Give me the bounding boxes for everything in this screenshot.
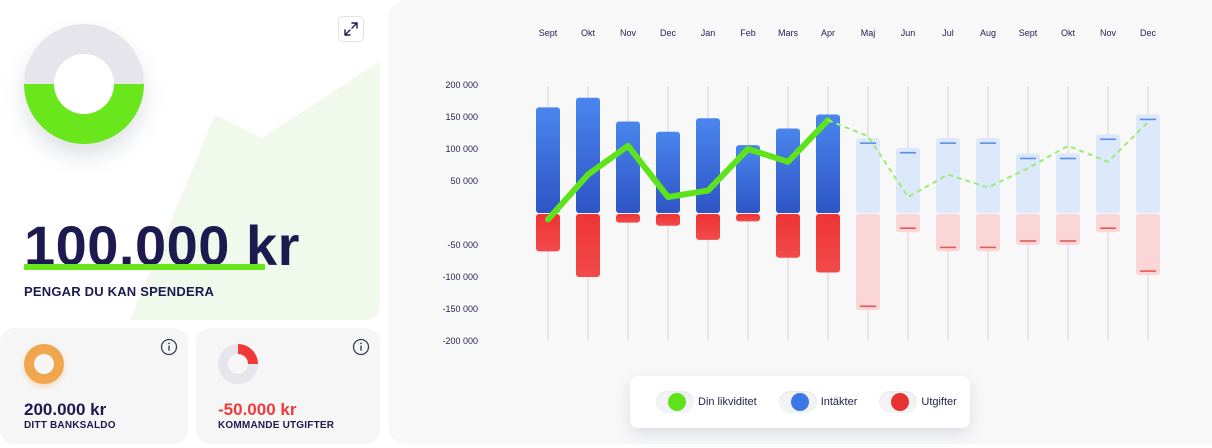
legend-dot-liquidity (668, 393, 686, 411)
bank-balance-ring (24, 344, 64, 384)
upcoming-expenses-value: -50.000 kr (218, 400, 297, 419)
income-bar[interactable] (816, 114, 840, 213)
expense-forecast-bar[interactable] (976, 214, 1000, 252)
expense-forecast-bar[interactable] (856, 214, 880, 311)
bank-balance-label: DITT BANKSALDO (24, 420, 116, 431)
y-tick-label: 150 000 (445, 112, 478, 122)
month-label: Dec (1140, 28, 1157, 38)
legend-item-liquidity[interactable]: Din likviditet (656, 391, 757, 413)
legend-dot-income (790, 393, 809, 411)
expense-bar[interactable] (656, 214, 680, 226)
chart-bars (536, 97, 1160, 311)
info-icon[interactable] (352, 338, 370, 356)
upcoming-expenses-card[interactable]: -50.000 kr KOMMANDE UTGIFTER (196, 328, 380, 444)
income-bar[interactable] (576, 97, 600, 213)
upcoming-expenses-ring (218, 344, 258, 384)
expense-bar[interactable] (696, 214, 720, 240)
income-bar[interactable] (616, 121, 640, 213)
month-label: Dec (660, 28, 677, 38)
legend-toggle-liquidity[interactable] (656, 391, 694, 413)
y-tick-label: 200 000 (445, 80, 478, 90)
month-label: Jan (701, 28, 716, 38)
spendable-caption: PENGAR DU KAN SPENDERA (24, 284, 215, 299)
liquidity-donut (24, 24, 144, 144)
income-forecast-bar[interactable] (856, 138, 880, 213)
income-bar[interactable] (656, 131, 680, 213)
income-bar[interactable] (696, 118, 720, 213)
month-label: Mars (778, 28, 798, 38)
month-label: Jul (942, 28, 954, 38)
info-icon[interactable] (160, 338, 178, 356)
liquidity-line (545, 117, 1149, 223)
expense-forecast-bar[interactable] (936, 214, 960, 252)
y-tick-label: -200 000 (442, 336, 478, 346)
y-tick-label: 50 000 (450, 176, 478, 186)
legend-item-expenses[interactable]: Utgifter (879, 391, 957, 413)
income-bar[interactable] (736, 145, 760, 213)
upcoming-expenses-label: KOMMANDE UTGIFTER (218, 420, 335, 431)
expense-bar[interactable] (736, 214, 760, 222)
liquidity-chart-panel: Sept Okt Nov Dec Jan Feb Mars Apr Maj Jun Jul Aug Se… (388, 0, 1212, 444)
income-forecast-bar[interactable] (896, 147, 920, 213)
month-label: Sept (539, 28, 558, 38)
month-labels: Sept Okt Nov Dec Jan Feb Mars Apr Maj Jun Jul Aug Se… (539, 28, 1157, 38)
month-label: Sept (1019, 28, 1038, 38)
legend-label-liquidity: Din likviditet (698, 396, 757, 408)
income-forecast-bar[interactable] (1096, 134, 1120, 213)
month-label: Nov (1100, 28, 1117, 38)
expense-bar[interactable] (776, 214, 800, 258)
month-label: Apr (821, 28, 835, 38)
background-mountain-shape (130, 61, 380, 320)
expense-bar[interactable] (816, 214, 840, 273)
income-forecast-bar[interactable] (1136, 114, 1160, 213)
y-tick-label: -50 000 (447, 240, 478, 250)
expense-forecast-bar[interactable] (1096, 214, 1120, 233)
amount-underline (24, 264, 265, 270)
expense-forecast-bar[interactable] (1136, 214, 1160, 276)
month-label: Jun (901, 28, 916, 38)
liquidity-chart: Sept Okt Nov Dec Jan Feb Mars Apr Maj Jun Jul Aug Se… (442, 28, 1160, 346)
expand-button[interactable] (338, 16, 364, 42)
month-label: Nov (620, 28, 637, 38)
income-forecast-bar[interactable] (936, 138, 960, 213)
month-label: Feb (740, 28, 756, 38)
legend-toggle-expenses[interactable] (879, 391, 918, 413)
month-label: Okt (1061, 28, 1076, 38)
month-label: Okt (581, 28, 596, 38)
income-bar[interactable] (776, 128, 800, 213)
liquidity-line-forecast (827, 119, 1149, 198)
liquidity-line-actual (545, 117, 831, 223)
legend-label-income: Intäkter (820, 396, 858, 408)
expense-forecast-bar[interactable] (1056, 214, 1080, 245)
month-label: Aug (980, 28, 996, 38)
legend-dot-expenses (891, 393, 910, 411)
income-bar[interactable] (536, 107, 560, 213)
legend-label-expenses: Utgifter (921, 396, 957, 408)
income-forecast-bar[interactable] (976, 138, 1000, 213)
expense-bar[interactable] (536, 214, 560, 252)
expense-forecast-bar[interactable] (1016, 214, 1040, 245)
expense-forecast-bar[interactable] (896, 214, 920, 233)
bank-balance-card[interactable]: 200.000 kr DITT BANKSALDO (0, 328, 188, 444)
y-tick-label: -100 000 (442, 272, 478, 282)
expense-bar[interactable] (616, 214, 640, 223)
expense-bar[interactable] (576, 214, 600, 277)
bank-balance-value: 200.000 kr (24, 400, 107, 419)
legend-toggle-income[interactable] (778, 391, 817, 413)
income-forecast-bar[interactable] (1016, 153, 1040, 213)
expand-icon (344, 22, 358, 36)
chart-legend: Din likviditet Intäkter Utgifter (630, 376, 970, 428)
income-forecast-bar[interactable] (1056, 153, 1080, 213)
y-axis-ticks: 200 000 150 000 100 000 50 000 -50 000 -100 0… (442, 80, 478, 346)
legend-item-income[interactable]: Intäkter (778, 391, 858, 413)
month-label: Maj (861, 28, 876, 38)
y-tick-label: 100 000 (445, 144, 478, 154)
y-tick-label: -150 000 (442, 304, 478, 314)
liquidity-summary: 100.000 kr PENGAR DU KAN SPENDERA (0, 0, 380, 320)
